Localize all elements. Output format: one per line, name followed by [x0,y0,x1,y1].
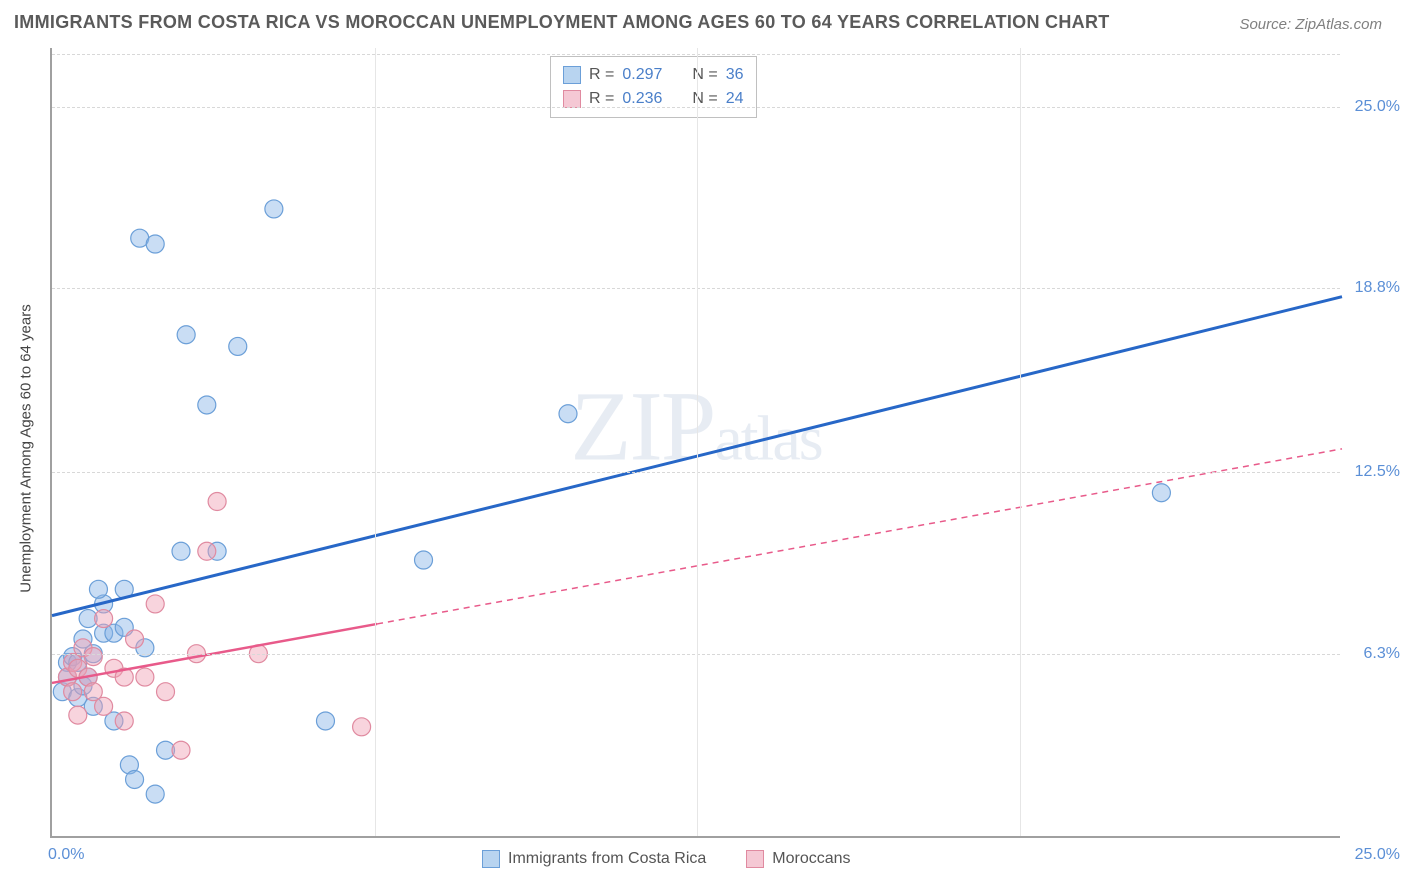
y-tick-label: 6.3% [1364,645,1400,663]
data-point [146,785,164,803]
data-point [208,493,226,511]
legend-swatch [563,90,581,108]
legend-series-item: Immigrants from Costa Rica [482,850,706,868]
legend-n-value: 36 [726,63,744,87]
data-point [146,235,164,253]
data-point [136,668,154,686]
data-point [89,580,107,598]
x-tick-right: 25.0% [1355,846,1400,864]
data-point [146,595,164,613]
grid-line-h [52,107,1340,108]
data-point [229,337,247,355]
data-point [126,630,144,648]
data-point [415,551,433,569]
chart-title: IMMIGRANTS FROM COSTA RICA VS MOROCCAN U… [14,12,1110,33]
data-point [64,683,82,701]
data-point [172,542,190,560]
legend-r-value: 0.297 [622,63,662,87]
legend-series-label: Immigrants from Costa Rica [508,850,706,868]
legend-series: Immigrants from Costa Rica Moroccans [482,850,851,868]
legend-r-label: R = [589,63,614,87]
legend-correlation: R =0.297N =36R =0.236N =24 [550,56,757,118]
data-point [95,697,113,715]
data-point [198,542,216,560]
grid-line-h [52,54,1340,55]
data-point [157,683,175,701]
legend-correlation-row: R =0.297N =36 [563,63,744,87]
legend-swatch [746,850,764,868]
plot-area: ZIPatlas R =0.297N =36R =0.236N =24 0.0%… [50,48,1340,838]
grid-line-h [52,472,1340,473]
data-point [84,648,102,666]
source-attribution: Source: ZipAtlas.com [1239,16,1382,33]
data-point [172,741,190,759]
data-point [265,200,283,218]
y-axis-label: Unemployment Among Ages 60 to 64 years [18,249,35,649]
chart-container: IMMIGRANTS FROM COSTA RICA VS MOROCCAN U… [0,0,1406,892]
y-axis-label-box: Unemployment Among Ages 60 to 64 years [6,250,26,650]
grid-line-v [697,48,698,836]
grid-line-v [375,48,376,836]
legend-swatch [482,850,500,868]
y-tick-label: 12.5% [1355,463,1400,481]
y-tick-label: 18.8% [1355,279,1400,297]
legend-series-item: Moroccans [746,850,850,868]
data-point [559,405,577,423]
grid-line-v [1020,48,1021,836]
x-tick-left: 0.0% [48,846,84,864]
grid-line-h [52,654,1340,655]
data-point [95,610,113,628]
data-point [115,712,133,730]
data-point [177,326,195,344]
data-point [126,770,144,788]
legend-swatch [563,66,581,84]
trend-line-dashed [377,449,1342,624]
data-point [198,396,216,414]
data-point [69,706,87,724]
grid-line-h [52,288,1340,289]
data-point [1152,484,1170,502]
legend-series-label: Moroccans [772,850,850,868]
y-tick-label: 25.0% [1355,98,1400,116]
data-point [353,718,371,736]
plot-svg [52,48,1340,836]
data-point [316,712,334,730]
